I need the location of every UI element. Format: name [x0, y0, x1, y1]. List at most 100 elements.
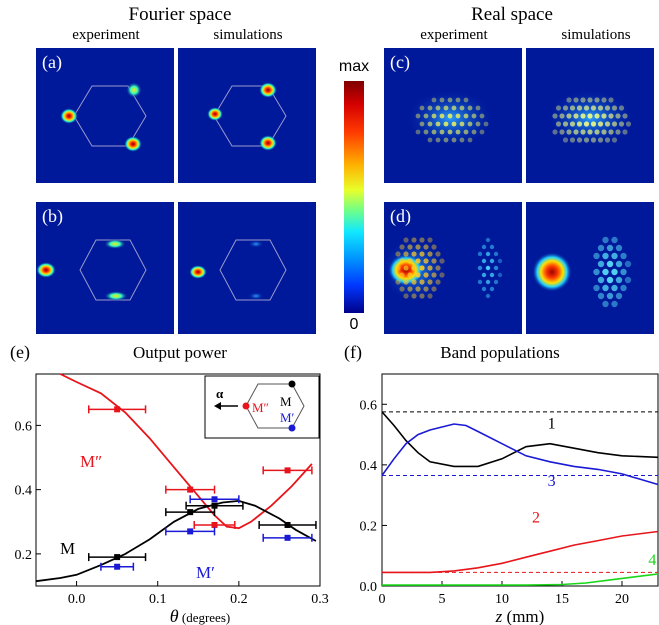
- lattice-site: [419, 105, 425, 111]
- inset-m: M: [280, 394, 292, 409]
- panel-label-d: (d): [390, 206, 411, 226]
- lattice-site: [611, 284, 618, 292]
- lattice-site: [615, 244, 623, 252]
- y-tick-label: 0.6: [360, 398, 378, 413]
- lattice-site: [562, 105, 569, 111]
- lattice-site: [411, 279, 417, 285]
- lattice-site: [451, 121, 457, 127]
- lattice-site: [467, 121, 473, 127]
- chart-e-xlabel: θ (degrees): [170, 606, 230, 625]
- lattice-site: [419, 237, 425, 243]
- lattice-site: [431, 258, 437, 264]
- lattice-site: [493, 279, 499, 285]
- lattice-site: [407, 286, 413, 292]
- simulations-label-real: simulations: [561, 27, 631, 43]
- lattice-site: [435, 121, 441, 127]
- lattice-site: [597, 260, 605, 268]
- lattice-site: [493, 251, 499, 257]
- data-point: [211, 521, 218, 528]
- lattice-site: [407, 258, 413, 264]
- chart-f-xlabel: z (mm): [495, 607, 545, 625]
- lattice-site: [611, 252, 618, 260]
- lattice-site: [411, 293, 417, 299]
- lattice-site: [615, 260, 623, 268]
- lattice-site: [423, 244, 429, 250]
- panel-label-f: (f): [344, 342, 362, 363]
- lattice-site: [439, 258, 445, 264]
- series-label: 4: [648, 552, 656, 569]
- lattice-site: [439, 129, 445, 135]
- lattice-site: [481, 244, 487, 250]
- lattice-site: [407, 272, 413, 278]
- lattice-site: [439, 113, 445, 119]
- lattice-site: [555, 121, 562, 127]
- lattice-site: [435, 265, 441, 271]
- lattice-site: [481, 272, 487, 278]
- lattice-map-c-exp: [404, 88, 496, 148]
- lattice-site: [566, 113, 572, 119]
- lattice-site: [608, 129, 614, 135]
- lattice-site: [481, 286, 487, 292]
- series-curve: [381, 423, 659, 486]
- fourier-space-header: Fourier space: [128, 4, 232, 25]
- lattice-site: [431, 272, 437, 278]
- lattice-site: [431, 97, 437, 103]
- label-m1: M′: [196, 563, 215, 582]
- series-label: 3: [548, 473, 556, 490]
- lattice-site: [497, 258, 503, 264]
- lattice-site: [485, 279, 491, 285]
- lattice-site: [423, 286, 429, 292]
- lattice-site: [423, 113, 429, 119]
- lattice-site: [489, 286, 495, 292]
- series-label: 2: [532, 509, 540, 526]
- lattice-site: [477, 265, 483, 271]
- lattice-site: [399, 286, 405, 292]
- lattice-site: [576, 105, 583, 111]
- lattice-site: [463, 113, 469, 119]
- lattice-site: [604, 105, 611, 111]
- lattice-site: [593, 268, 600, 276]
- lattice-site: [624, 276, 632, 284]
- lattice-site: [583, 105, 590, 111]
- x-tick-label: 0.0: [68, 592, 86, 607]
- lattice-site: [625, 121, 632, 127]
- colorbar-max-label: max: [338, 58, 370, 75]
- inset-m2: M″: [252, 400, 269, 415]
- lattice-site: [562, 121, 569, 127]
- lattice-site: [423, 129, 429, 135]
- lattice-site: [411, 237, 417, 243]
- data-point: [187, 528, 194, 535]
- lattice-site: [620, 252, 627, 260]
- lattice-site: [467, 105, 473, 111]
- lattice-site: [423, 272, 429, 278]
- lattice-site: [608, 113, 614, 119]
- chart-e-title: Output power: [133, 343, 227, 362]
- lattice-site: [602, 236, 609, 244]
- lattice-site: [489, 244, 495, 250]
- lattice-site: [415, 286, 421, 292]
- panel-a-experiment: (a): [36, 48, 174, 183]
- series-curve: [381, 411, 659, 468]
- lattice-site: [403, 251, 409, 257]
- chart-e-frame: [35, 373, 321, 587]
- lattice-site: [601, 129, 607, 135]
- panel-label-a: (a): [42, 52, 62, 72]
- lattice-site: [455, 113, 461, 119]
- lattice-site: [602, 252, 609, 260]
- lattice-site: [455, 97, 461, 103]
- lattice-site: [427, 105, 433, 111]
- lattice-site: [415, 272, 421, 278]
- lattice-site: [590, 105, 597, 111]
- lattice-site: [611, 137, 618, 143]
- lattice-site: [597, 292, 605, 300]
- lattice-site: [427, 251, 433, 257]
- lattice-site: [435, 279, 441, 285]
- lattice-site: [562, 137, 569, 143]
- lattice-site: [459, 137, 465, 143]
- lattice-site: [597, 105, 604, 111]
- lattice-site: [481, 258, 487, 264]
- chart-f-title: Band populations: [440, 343, 559, 362]
- lattice-site: [602, 300, 609, 308]
- lattice-site: [463, 97, 469, 103]
- lattice-site: [439, 97, 445, 103]
